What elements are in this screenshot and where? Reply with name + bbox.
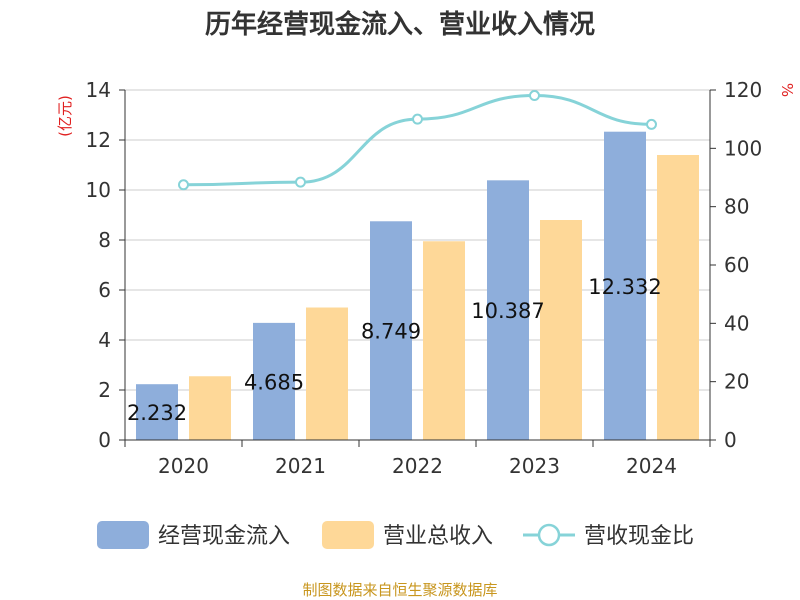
right-tick-label: 100 <box>724 136 762 160</box>
legend: 经营现金流入 营业总收入 营收现金比 <box>97 521 694 549</box>
right-tick-label: 40 <box>724 311 749 335</box>
right-axis-unit: % <box>778 83 796 97</box>
left-tick-label: 6 <box>98 278 111 302</box>
left-tick-label: 2 <box>98 378 111 402</box>
cash-inflow-bar <box>604 131 646 440</box>
ratio-point <box>529 90 540 102</box>
left-tick-label: 14 <box>86 78 111 102</box>
data-labels-layer: 2.232 4.685 8.749 10.387 12.332 <box>127 275 662 425</box>
legend-label-cash-inflow: 经营现金流入 <box>158 524 290 549</box>
right-tick-label: 60 <box>724 253 749 277</box>
revenue-bar <box>306 307 348 440</box>
ratio-point <box>295 176 306 188</box>
cash-inflow-bar <box>253 322 295 440</box>
cash-inflow-data-label: 4.685 <box>244 370 304 394</box>
grid-lines <box>125 89 710 391</box>
left-axis-unit: (亿元) <box>56 95 74 137</box>
left-tick-label: 8 <box>98 228 111 252</box>
left-tick-label: 12 <box>86 128 111 152</box>
left-tick-label: 0 <box>98 428 111 452</box>
right-tick-label: 120 <box>724 78 762 102</box>
revenue-bar <box>540 220 582 440</box>
left-tick-label: 4 <box>98 328 111 352</box>
legend-label-revenue: 营业总收入 <box>383 524 493 549</box>
right-tick-label: 20 <box>724 370 749 394</box>
revenue-bar <box>189 376 231 440</box>
right-tick-label: 0 <box>724 428 737 452</box>
legend-swatch-ratio-marker <box>537 523 561 547</box>
cash-inflow-data-label: 8.749 <box>361 320 421 344</box>
ratio-point <box>412 113 423 125</box>
cash-inflow-bar <box>136 384 178 440</box>
revenue-bar <box>423 241 465 440</box>
cash-inflow-data-label: 2.232 <box>127 401 187 425</box>
x-tick-label: 2023 <box>509 454 560 478</box>
revenue-bar <box>657 155 699 440</box>
x-tick-label: 2024 <box>626 454 677 478</box>
chart-title: 历年经营现金流入、营业收入情况 <box>205 9 595 40</box>
line-layer <box>178 90 657 191</box>
x-tick-label: 2022 <box>392 454 443 478</box>
ratio-point <box>178 179 189 191</box>
source-note: 制图数据来自恒生聚源数据库 <box>302 581 497 599</box>
x-tick-label: 2020 <box>158 454 209 478</box>
right-tick-label: 80 <box>724 195 749 219</box>
cash-inflow-bar <box>487 180 529 440</box>
legend-swatch-revenue <box>322 521 374 549</box>
bars-layer <box>136 131 699 440</box>
ratio-point <box>646 118 657 130</box>
cash-inflow-data-label: 10.387 <box>471 299 544 323</box>
left-tick-label: 10 <box>86 178 111 202</box>
legend-label-ratio: 营收现金比 <box>584 524 694 549</box>
cash-inflow-data-label: 12.332 <box>588 275 661 299</box>
x-tick-label: 2021 <box>275 454 326 478</box>
legend-swatch-cash-inflow <box>97 521 149 549</box>
cash-inflow-bar <box>370 221 412 440</box>
axes-layer: 0 2 4 6 8 10 12 14 0 20 40 60 80 100 120 2020 2021 2022 20… <box>86 78 763 478</box>
